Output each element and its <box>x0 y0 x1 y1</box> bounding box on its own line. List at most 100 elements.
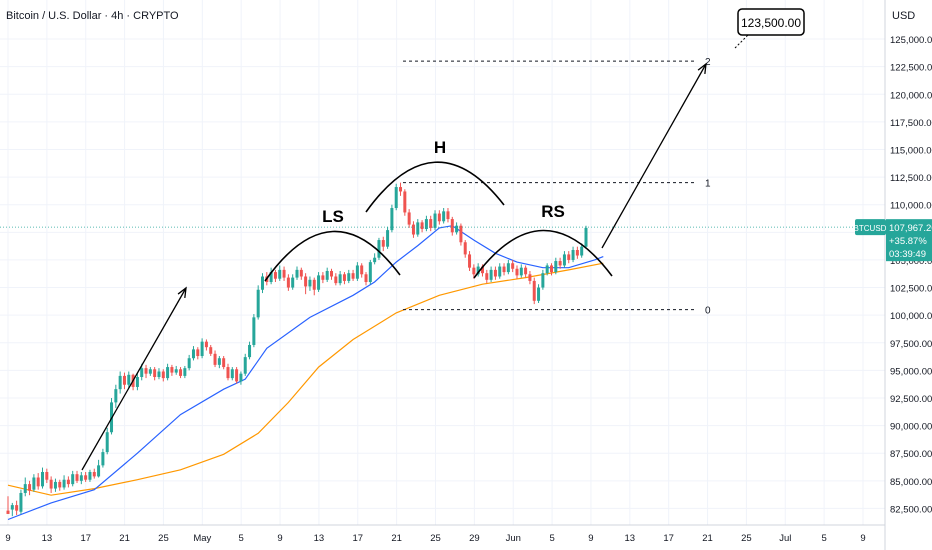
candle-body <box>437 213 441 222</box>
candle-body <box>53 481 57 489</box>
x-tick-label: 25 <box>741 533 752 544</box>
candle-body <box>84 475 88 480</box>
moving-average-slow <box>7 262 604 496</box>
candle-body <box>386 230 390 247</box>
candle-body <box>239 373 243 382</box>
x-tick-label: 17 <box>663 533 674 544</box>
candle-body <box>32 477 36 490</box>
candle-body <box>269 272 273 283</box>
x-tick-label: 17 <box>352 533 363 544</box>
fib-level-label: 1 <box>705 179 711 190</box>
candle-body <box>455 225 459 233</box>
y-tick-label: 95,000.00 <box>890 366 932 377</box>
trend-arrow-head <box>177 286 187 299</box>
y-tick-label: 105,000.00 <box>890 256 932 267</box>
candle-body <box>575 249 579 256</box>
candle-body <box>157 371 161 378</box>
price-tag-value: 107,967.26 <box>889 223 932 234</box>
candle-body <box>92 471 96 477</box>
x-tick-label: 13 <box>314 533 325 544</box>
candle-body <box>49 479 53 489</box>
candle-body <box>282 269 286 278</box>
candle-body <box>502 266 506 273</box>
candle-body <box>213 353 217 365</box>
y-tick-label: 100,000.00 <box>890 311 932 322</box>
candle-body <box>554 261 558 273</box>
price-tag-change: +35.87% <box>889 236 927 247</box>
candle-body <box>433 213 437 228</box>
candle-body <box>304 276 308 287</box>
candle-body <box>6 510 10 514</box>
candle-body <box>135 377 139 387</box>
candle-body <box>321 275 325 280</box>
candle-body <box>545 265 549 274</box>
candle-body <box>174 369 178 373</box>
x-tick-label: 5 <box>821 533 826 544</box>
candle-body <box>161 371 165 379</box>
candle-body <box>364 274 368 283</box>
candle-body <box>377 240 381 258</box>
x-tick-label: 13 <box>42 533 53 544</box>
y-tick-label: 102,500.00 <box>890 284 932 295</box>
candle-body <box>330 270 334 277</box>
candle-body <box>558 261 562 266</box>
currency-label[interactable]: USD <box>892 10 916 22</box>
candle-body <box>101 452 105 466</box>
candle-body <box>62 479 66 488</box>
candle-body <box>468 254 472 268</box>
candle-body <box>571 249 575 260</box>
y-tick-label: 87,500.00 <box>890 449 932 460</box>
symbol-tag-text: BTCUSD <box>854 224 887 233</box>
candle-body <box>390 208 394 231</box>
candle-body <box>549 265 553 273</box>
candle-body <box>411 224 415 235</box>
x-tick-label: 29 <box>469 533 480 544</box>
y-tick-label: 122,500.00 <box>890 63 932 74</box>
candle-body <box>407 212 411 225</box>
candle-body <box>118 375 122 390</box>
candle-body <box>515 268 519 276</box>
target-arrow-head <box>697 62 707 75</box>
candle-body <box>295 269 299 278</box>
candle-body <box>381 240 385 247</box>
candle-body <box>88 471 92 480</box>
y-tick-label: 92,500.00 <box>890 394 932 405</box>
target-callout-text: 123,500.00 <box>741 16 801 30</box>
x-tick-label: 9 <box>277 533 282 544</box>
candle-body <box>519 267 523 276</box>
candle-body <box>23 484 27 493</box>
candle-body <box>472 267 476 275</box>
y-tick-label: 117,500.00 <box>890 118 932 129</box>
candle-body <box>144 368 148 374</box>
candle-body <box>222 358 226 368</box>
symbol-tag-box <box>855 219 886 236</box>
x-tick-label: 25 <box>158 533 169 544</box>
candle-body <box>153 369 157 378</box>
candle-body <box>71 474 75 485</box>
candle-body <box>567 254 571 260</box>
candle-body <box>252 317 256 345</box>
candle-body <box>524 267 528 275</box>
candle-body <box>235 369 239 382</box>
y-tick-label: 112,500.00 <box>890 173 932 184</box>
candle-body <box>58 481 62 488</box>
candle-body <box>584 227 588 247</box>
candle-body <box>260 276 264 290</box>
candle-body <box>498 266 502 277</box>
pattern-label-ls: LS <box>322 207 344 226</box>
candle-body <box>170 367 174 373</box>
x-tick-label: 9 <box>5 533 10 544</box>
x-tick-label: 5 <box>549 533 554 544</box>
candle-body <box>183 368 187 376</box>
candle-body <box>122 375 126 385</box>
x-tick-label: Jun <box>506 533 521 544</box>
candle-body <box>19 492 23 512</box>
candle-body <box>342 274 346 281</box>
candle-body <box>45 471 49 480</box>
candle-body <box>394 187 398 209</box>
candle-body <box>75 474 79 481</box>
candle-body <box>347 273 351 281</box>
y-tick-label: 97,500.00 <box>890 339 932 350</box>
